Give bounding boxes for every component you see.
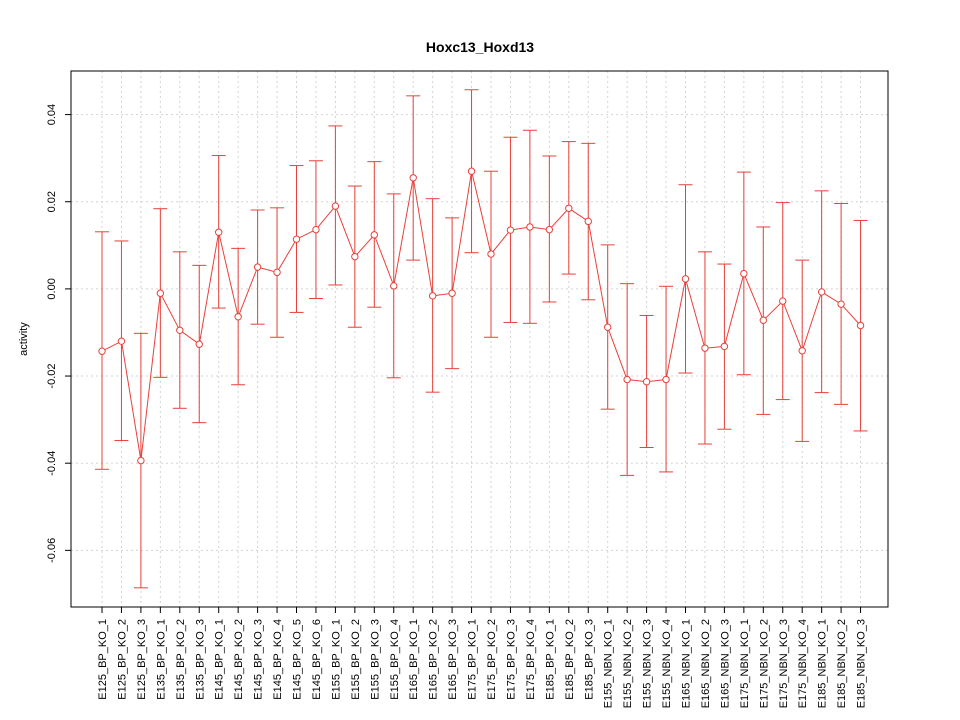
y-tick-label: -0.04 — [46, 451, 58, 476]
x-tick-label: E145_BP_KO_4 — [272, 619, 284, 700]
x-tick-label: E155_NBN_KO_4 — [661, 619, 673, 708]
x-tick-label: E185_BP_KO_3 — [583, 619, 595, 700]
data-point — [779, 297, 787, 305]
data-point — [448, 289, 456, 297]
x-tick-label: E175_NBN_KO_3 — [778, 619, 790, 708]
y-tick-label: 0.02 — [46, 191, 58, 212]
data-point — [98, 347, 106, 355]
data-point — [856, 321, 865, 330]
y-axis: -0.06 -0.04 -0.02 0.00 0.02 0.04 — [46, 104, 71, 563]
x-tick-label: E185_NBN_KO_2 — [836, 619, 848, 708]
plot-frame — [70, 70, 889, 608]
data-point — [798, 347, 806, 355]
y-tick-label: -0.02 — [46, 364, 58, 389]
data-point — [117, 337, 126, 345]
x-tick-label: E125_BP_KO_1 — [97, 619, 109, 700]
data-point — [467, 167, 476, 175]
data-point — [604, 323, 612, 331]
x-tick-label: E165_NBN_KO_2 — [700, 619, 712, 708]
series-polyline — [101, 171, 861, 461]
x-tick-label: E125_BP_KO_2 — [116, 619, 128, 700]
data-point — [506, 226, 515, 234]
data-point — [253, 263, 262, 271]
x-tick-label: E155_BP_KO_2 — [350, 619, 362, 700]
data-point — [234, 313, 242, 321]
data-point — [273, 268, 281, 277]
data-point — [662, 375, 670, 384]
x-tick-label: E165_NBN_KO_3 — [719, 619, 731, 708]
data-point — [137, 456, 145, 465]
data-point — [740, 269, 748, 278]
data-point — [331, 202, 340, 210]
x-tick-label: E145_BP_KO_6 — [311, 619, 323, 700]
chart-title: Hoxc13_Hoxd13 — [426, 39, 534, 55]
x-tick-label: E175_NBN_KO_4 — [797, 619, 809, 708]
x-tick-label: E155_BP_KO_1 — [330, 619, 342, 700]
x-tick-label: E125_BP_KO_3 — [136, 619, 148, 700]
y-tick-label: -0.06 — [46, 538, 58, 563]
x-tick-label: E155_NBN_KO_3 — [642, 619, 654, 708]
x-tick-label: E145_BP_KO_1 — [214, 619, 226, 700]
x-tick-label: E155_NBN_KO_1 — [603, 619, 615, 708]
data-point — [487, 250, 495, 258]
x-tick-label: E175_NBN_KO_1 — [739, 619, 751, 708]
data-point — [623, 375, 631, 384]
series-line — [101, 171, 861, 461]
y-axis-label: activity — [18, 322, 30, 356]
x-tick-label: E165_BP_KO_1 — [408, 619, 420, 700]
data-point — [837, 300, 845, 308]
data-point — [370, 231, 378, 239]
error-bars — [95, 89, 868, 589]
data-point — [390, 282, 398, 290]
data-point — [701, 344, 709, 352]
y-tick-label: 0.00 — [46, 278, 58, 299]
x-tick-label: E145_BP_KO_5 — [292, 619, 304, 700]
data-point — [195, 340, 203, 348]
data-point — [156, 289, 165, 297]
x-tick-label: E145_BP_KO_3 — [253, 619, 265, 700]
x-tick-label: E165_NBN_KO_1 — [681, 619, 693, 708]
x-tick-label: E135_BP_KO_1 — [155, 619, 167, 700]
x-tick-label: E165_BP_KO_2 — [428, 619, 440, 700]
x-tick-label: E175_BP_KO_4 — [525, 619, 537, 700]
grid — [71, 71, 888, 607]
x-tick-label: E175_BP_KO_3 — [505, 619, 517, 700]
x-tick-label: E185_NBN_KO_1 — [817, 619, 829, 708]
data-point — [720, 342, 729, 351]
x-tick-label: E135_BP_KO_3 — [194, 619, 206, 700]
data-point — [215, 228, 223, 236]
data-point — [351, 252, 359, 261]
x-tick-label: E185_NBN_KO_3 — [856, 619, 868, 708]
data-point — [642, 378, 651, 386]
data-point — [584, 217, 592, 226]
x-tick-label: E185_BP_KO_1 — [544, 619, 556, 700]
x-tick-label: E185_BP_KO_2 — [564, 619, 576, 700]
data-point — [409, 174, 417, 182]
data-point — [176, 326, 184, 334]
x-tick-label: E165_BP_KO_3 — [447, 619, 459, 700]
x-tick-label: E175_BP_KO_1 — [467, 619, 479, 700]
data-point — [565, 204, 573, 212]
x-tick-label: E175_BP_KO_2 — [486, 619, 498, 700]
x-tick-label: E155_NBN_KO_2 — [622, 619, 634, 708]
data-point — [312, 225, 320, 234]
data-point — [545, 225, 554, 234]
data-points — [98, 167, 865, 465]
x-tick-label: E175_NBN_KO_2 — [758, 619, 770, 708]
data-point — [681, 275, 690, 283]
data-point — [292, 235, 301, 243]
x-tick-label: E135_BP_KO_2 — [175, 619, 187, 700]
data-point — [526, 223, 534, 231]
x-axis: E125_BP_KO_1 E125_BP_KO_2 E125_BP_KO_3 E135… — [97, 607, 868, 708]
data-point — [817, 288, 826, 296]
data-point — [759, 316, 767, 324]
y-tick-label: 0.04 — [46, 104, 58, 125]
x-tick-label: E145_BP_KO_2 — [233, 619, 245, 700]
x-tick-label: E155_BP_KO_3 — [369, 619, 381, 700]
data-point — [428, 292, 437, 300]
x-tick-label: E155_BP_KO_4 — [389, 619, 401, 700]
